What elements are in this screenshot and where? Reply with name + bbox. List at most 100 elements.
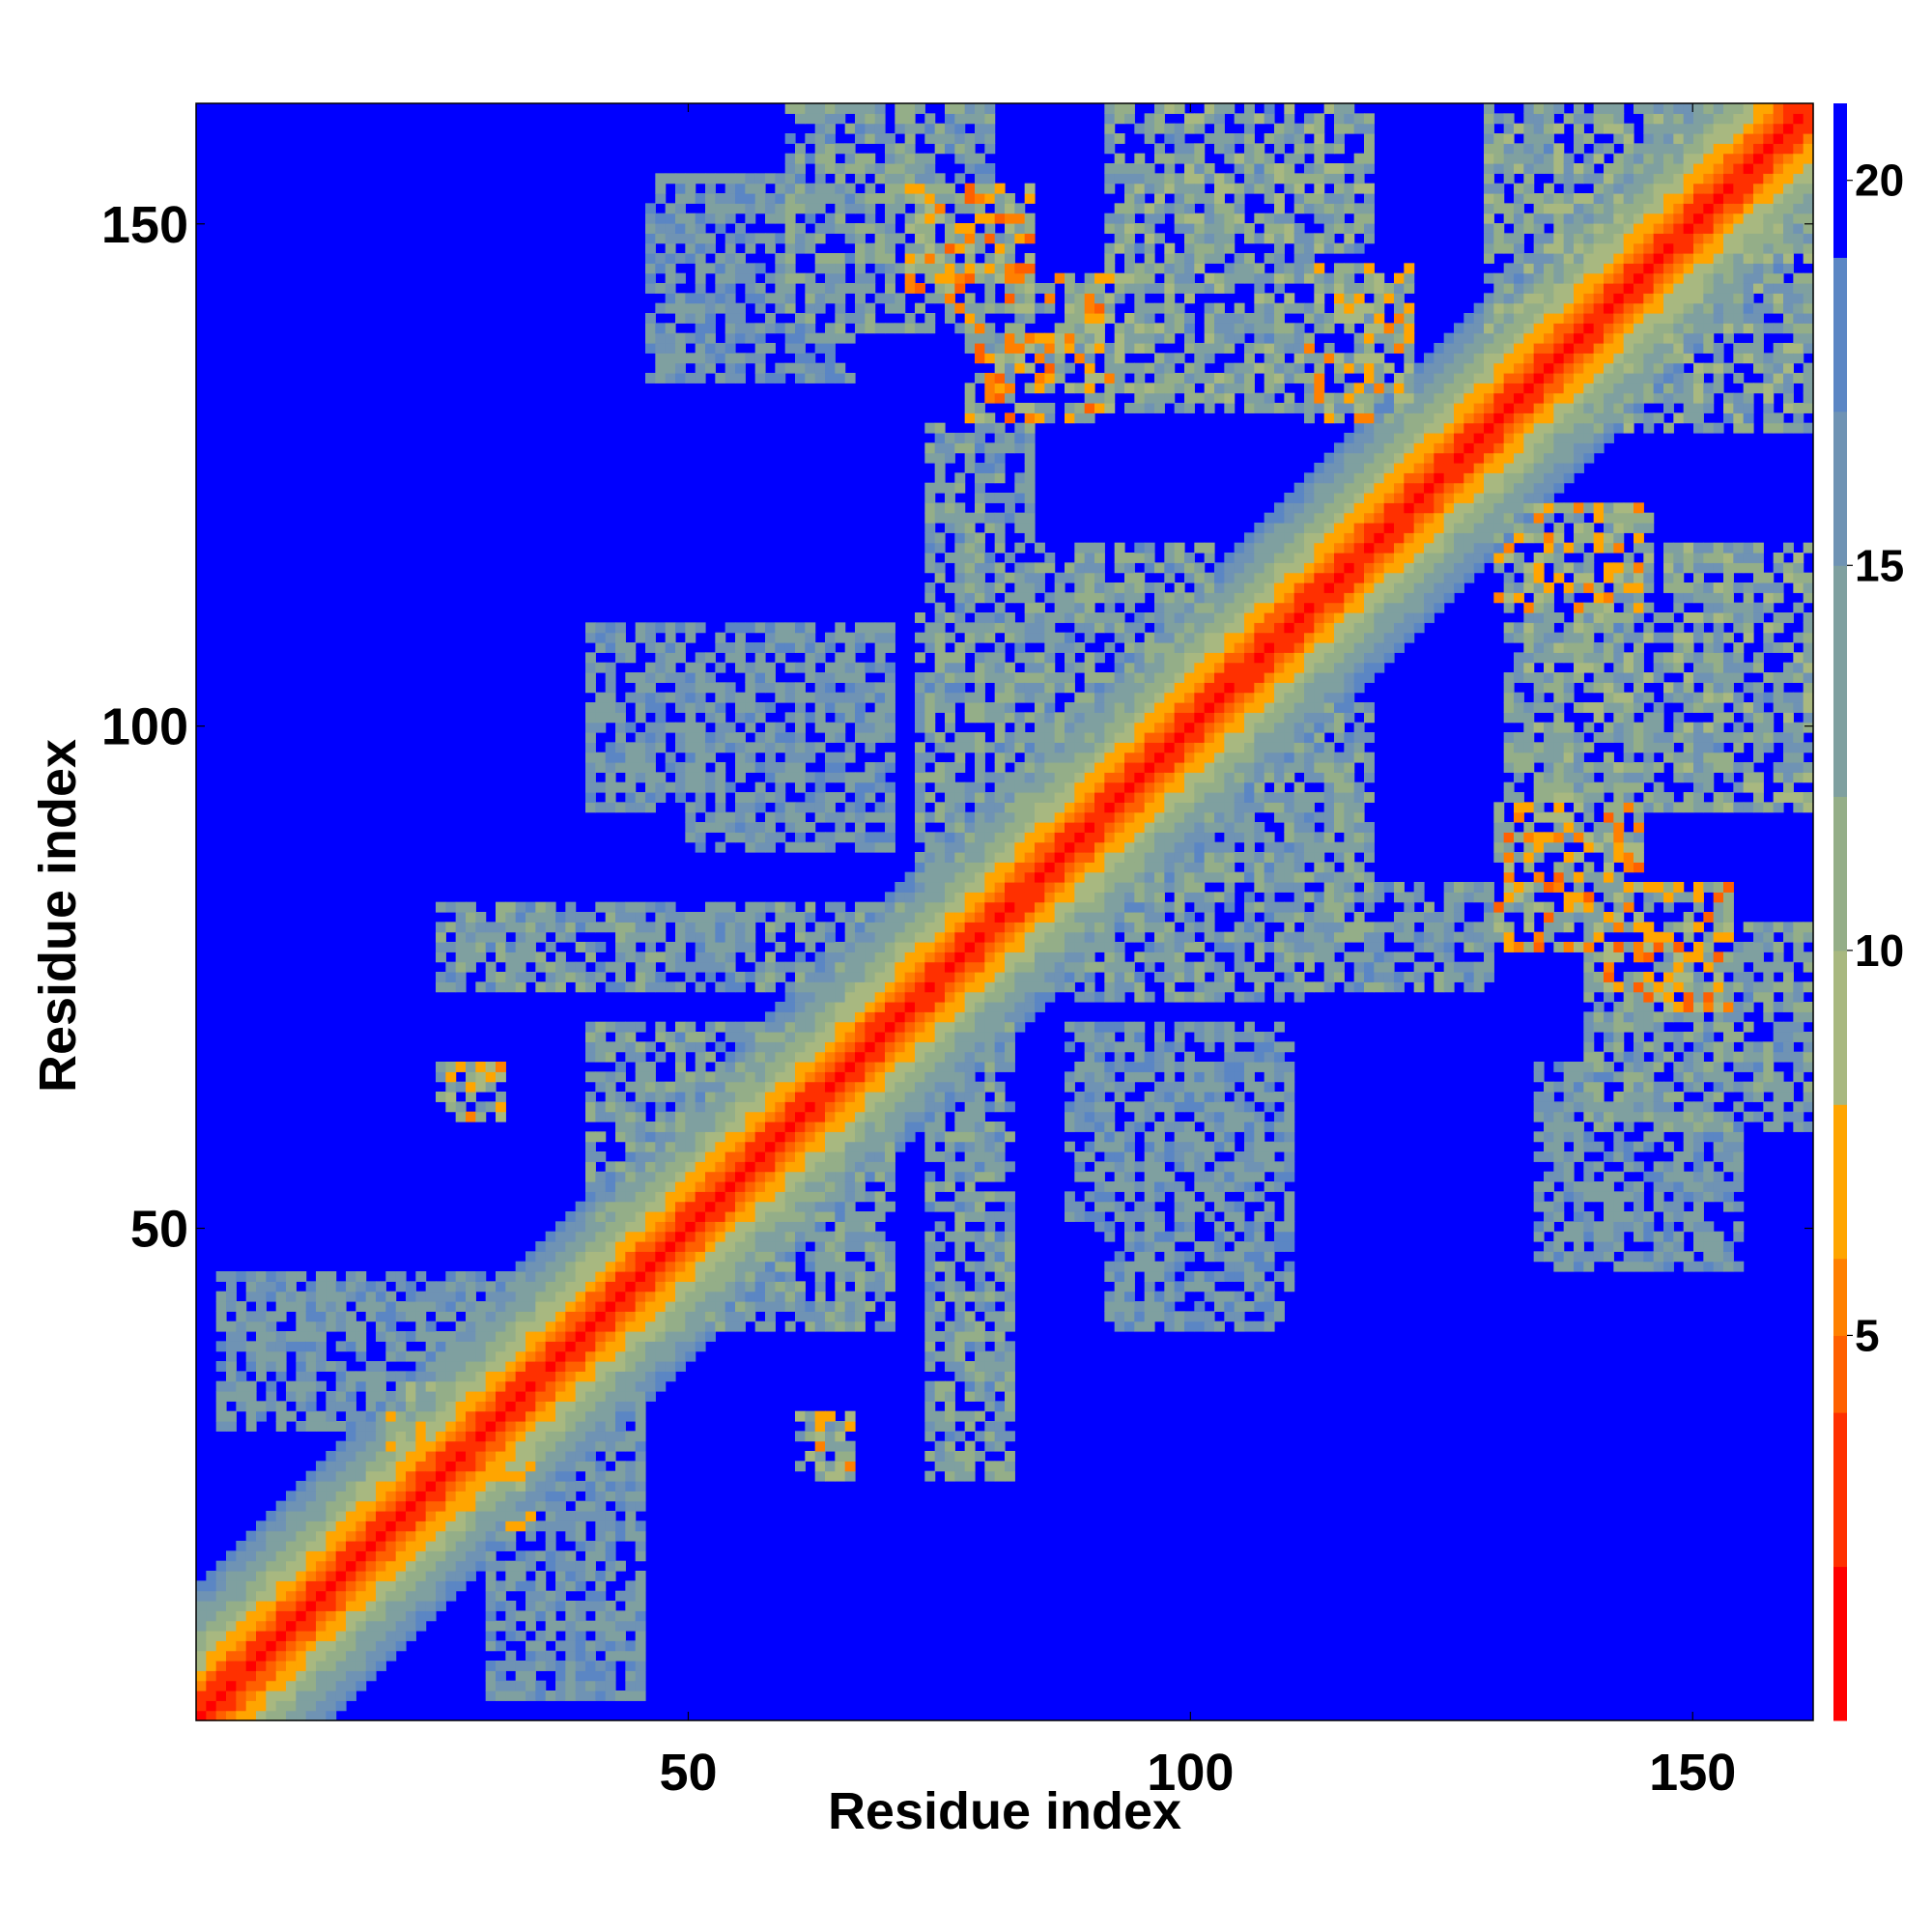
heatmap-cell [844, 1261, 856, 1272]
heatmap-cell [226, 1710, 237, 1721]
heatmap-cell [754, 792, 766, 803]
heatmap-cell [515, 952, 526, 963]
heatmap-cell [805, 752, 816, 763]
heatmap-cell [975, 512, 985, 524]
heatmap-cell [685, 931, 696, 943]
heatmap-cell [555, 1461, 566, 1472]
heatmap-cell [615, 1301, 626, 1312]
heatmap-cell [585, 1500, 596, 1512]
heatmap-cell [455, 1111, 467, 1122]
heatmap-cell [844, 193, 856, 204]
heatmap-cell [855, 1191, 866, 1203]
heatmap-cell [994, 1081, 1006, 1093]
heatmap-cell [305, 1710, 317, 1721]
heatmap-cell [705, 332, 716, 344]
heatmap-cell [305, 1530, 317, 1542]
heatmap-cell [286, 1680, 297, 1691]
heatmap-cell [934, 173, 946, 185]
heatmap-cell [376, 1481, 386, 1492]
heatmap-cell [635, 1081, 646, 1093]
heatmap-cell [275, 1670, 287, 1682]
heatmap-cell [595, 1491, 607, 1502]
heatmap-cell [496, 1062, 506, 1072]
heatmap-cell [316, 1610, 327, 1622]
heatmap-cell [964, 1101, 976, 1113]
heatmap-cell [1005, 1321, 1015, 1332]
heatmap-cell [675, 781, 686, 793]
heatmap-cell [395, 1580, 407, 1592]
heatmap-cell [874, 123, 886, 134]
heatmap-cell [196, 1640, 207, 1652]
heatmap-cell [885, 263, 895, 274]
heatmap-cell [605, 1440, 616, 1452]
heatmap-cell [236, 1620, 247, 1632]
heatmap-cell [954, 523, 966, 533]
heatmap-cell [585, 1032, 596, 1042]
heatmap-cell [385, 1301, 397, 1312]
heatmap-cell [805, 113, 816, 125]
heatmap-cell [625, 1131, 637, 1143]
heatmap-cell [814, 1161, 826, 1173]
heatmap-cell [595, 1241, 607, 1252]
heatmap-cell [855, 1291, 866, 1302]
heatmap-cell [425, 1380, 437, 1392]
heatmap-cell [406, 1331, 416, 1342]
heatmap-cell [984, 113, 996, 125]
heatmap-cell [754, 1122, 766, 1132]
heatmap-cell [904, 922, 916, 933]
heatmap-cell [595, 1361, 607, 1372]
heatmap-cell [385, 1401, 397, 1412]
heatmap-cell [954, 1341, 966, 1352]
heatmap-cell [784, 153, 796, 164]
heatmap-cell [705, 1231, 716, 1242]
heatmap-cell [954, 1451, 966, 1462]
heatmap-cell [625, 1171, 637, 1182]
heatmap-cell [865, 1051, 876, 1063]
heatmap-cell [1014, 1011, 1026, 1023]
heatmap-cell [1014, 263, 1026, 274]
heatmap-cell [895, 882, 906, 893]
heatmap-cell [924, 952, 936, 963]
heatmap-cell [844, 652, 856, 664]
heatmap-cell [245, 1311, 257, 1322]
heatmap-cell [724, 1092, 736, 1102]
heatmap-cell [415, 1610, 427, 1622]
heatmap-cell [975, 781, 985, 793]
heatmap-cell [835, 952, 846, 963]
heatmap-cell [715, 901, 726, 913]
heatmap-cell [1024, 952, 1036, 963]
heatmap-cell [305, 1371, 317, 1382]
heatmap-cell [874, 1062, 886, 1072]
heatmap-cell [994, 1101, 1006, 1113]
heatmap-cell [445, 1491, 457, 1502]
heatmap-cell [895, 1141, 906, 1152]
heatmap-cell [335, 1481, 347, 1492]
heatmap-cell [934, 781, 946, 793]
heatmap-cell [705, 1122, 716, 1132]
heatmap-cell [805, 981, 816, 993]
heatmap-cell [595, 1550, 607, 1562]
heatmap-cell [964, 523, 976, 533]
heatmap-cell [415, 1440, 427, 1452]
heatmap-cell [545, 1661, 556, 1671]
heatmap-cell [895, 1071, 906, 1083]
heatmap-cell [945, 523, 955, 533]
heatmap-cell [885, 632, 895, 643]
heatmap-cell [885, 662, 895, 673]
heatmap-cell [665, 1221, 676, 1233]
heatmap-cell [754, 682, 766, 694]
heatmap-cell [695, 692, 706, 703]
heatmap-cell [615, 1271, 626, 1282]
heatmap-cell [585, 922, 596, 933]
heatmap-cell [745, 193, 756, 204]
heatmap-cell [475, 942, 487, 952]
heatmap-cell [754, 362, 766, 374]
heatmap-cell [316, 1380, 327, 1392]
heatmap-cell [535, 1661, 547, 1671]
heatmap-cell [784, 742, 796, 753]
heatmap-cell [615, 1560, 626, 1572]
heatmap-cell [436, 1401, 446, 1412]
heatmap-cell [954, 143, 966, 155]
heatmap-cell [825, 143, 836, 155]
heatmap-cell [615, 1161, 626, 1173]
